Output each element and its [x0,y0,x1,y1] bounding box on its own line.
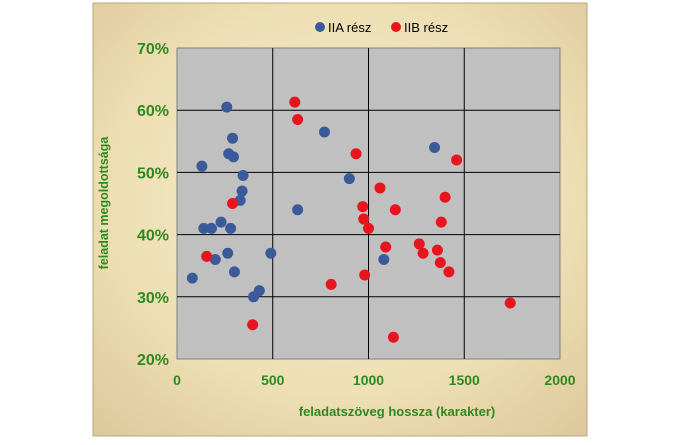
data-point [289,96,301,108]
data-point [504,297,516,309]
data-point [222,247,234,259]
legend-marker [315,22,325,32]
y-tick-label: 50% [137,165,169,182]
data-point [359,269,371,281]
x-tick-label: 1500 [449,372,480,388]
y-axis-label: feladat megoldottsága [97,136,111,270]
y-tick-label: 30% [137,290,169,307]
data-point [253,285,265,297]
data-point [186,272,198,284]
data-point [435,216,447,228]
data-point [236,185,248,197]
data-point [443,266,455,278]
data-point [318,126,330,138]
data-point [389,204,401,216]
data-point [221,101,233,113]
data-point [451,154,463,166]
data-point [292,114,304,126]
x-tick-label: 500 [261,372,285,388]
y-tick-label: 20% [137,352,169,369]
legend-item: IIB rész [391,20,448,35]
x-tick-label: 2000 [544,372,575,388]
data-points [186,96,516,343]
data-point [198,222,210,234]
data-point [380,241,392,253]
data-point [343,173,355,185]
data-point [225,222,237,234]
legend: IIA rész IIB rész [315,20,448,35]
axis-tick-labels: 0 500 1000 1500 2000 20% 30% 40% 50% 60% 70% [137,41,576,388]
y-tick-label: 60% [137,103,169,120]
data-point [205,222,217,234]
data-point [363,222,374,234]
x-tick-label: 1000 [353,372,384,388]
data-point [378,253,390,265]
data-point [358,213,370,225]
data-point [292,204,304,216]
legend-label: IIA rész [328,20,371,35]
legend-marker [391,22,401,32]
data-point [227,151,239,163]
data-point [237,170,249,182]
data-point [196,160,208,172]
y-tick-label: 40% [137,228,169,245]
series-iia [186,101,441,303]
legend-item: IIA rész [315,20,371,35]
data-point [413,238,425,250]
data-point [350,148,362,160]
data-point [325,278,337,290]
data-point [387,331,399,343]
data-point [434,257,446,269]
data-point [227,132,239,144]
data-point [429,142,441,154]
series-iib [201,96,516,343]
data-point [431,244,443,256]
data-point [215,216,227,228]
data-point [209,253,221,265]
x-axis-label: feladatszöveg hossza (karakter) [299,404,496,419]
x-tick-label: 0 [173,372,181,388]
data-point [357,201,369,213]
data-point [265,247,277,259]
data-point [227,198,239,209]
data-point [374,182,386,194]
data-point [417,247,429,259]
data-point [201,250,213,262]
data-point [228,266,240,278]
legend-label: IIB rész [404,20,448,35]
data-point [439,191,451,203]
data-point [247,319,259,331]
y-tick-label: 70% [137,41,169,58]
